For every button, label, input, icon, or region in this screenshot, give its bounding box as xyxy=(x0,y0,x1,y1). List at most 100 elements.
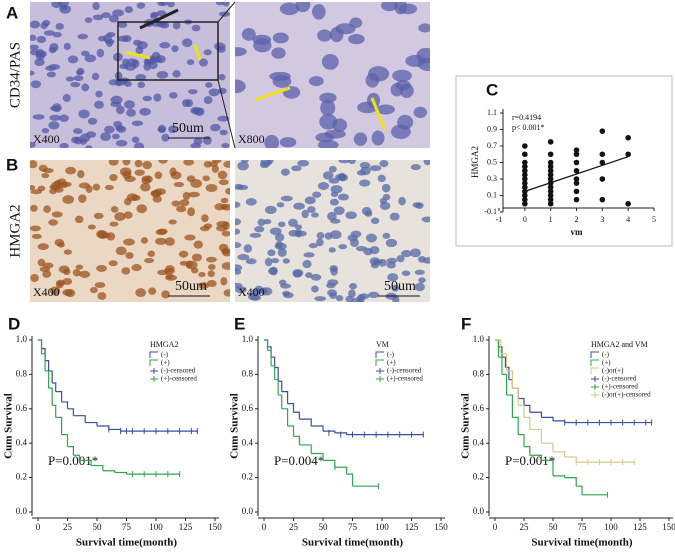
nucleus xyxy=(317,182,330,190)
p-value: P=0.001* xyxy=(505,453,555,468)
x-tick-label: 2 xyxy=(575,215,579,224)
survival-step xyxy=(334,466,348,475)
nucleus xyxy=(191,107,203,115)
legend-label: (-)-censored xyxy=(387,367,422,375)
nucleus xyxy=(423,160,430,166)
nucleus xyxy=(252,34,272,45)
x-tick-label: 25 xyxy=(63,522,73,532)
nucleus xyxy=(109,221,119,227)
nucleus xyxy=(390,124,411,140)
survival-step xyxy=(311,425,324,432)
nucleus xyxy=(358,293,370,300)
survival-step xyxy=(271,356,276,368)
nucleus xyxy=(278,221,286,228)
nucleus xyxy=(104,125,115,134)
nucleus xyxy=(345,211,357,220)
nucleus xyxy=(157,126,166,133)
nucleus xyxy=(217,87,227,95)
survival-step xyxy=(529,411,542,418)
nucleus xyxy=(100,132,111,142)
nucleus xyxy=(131,136,140,143)
nucleus xyxy=(207,270,215,278)
survival-step xyxy=(524,404,531,413)
nucleus xyxy=(39,266,51,272)
nucleus xyxy=(330,218,341,224)
nucleus xyxy=(282,292,294,299)
nucleus xyxy=(168,219,177,225)
nucleus xyxy=(357,101,378,114)
point xyxy=(547,200,554,207)
nucleus xyxy=(30,80,42,89)
nucleus xyxy=(188,89,198,95)
nucleus xyxy=(329,230,342,240)
nucleus xyxy=(349,17,363,29)
nucleus xyxy=(151,189,162,197)
point xyxy=(547,159,554,166)
nucleus xyxy=(62,94,71,102)
survival-step xyxy=(67,408,74,416)
y-tick-label: 1.0 xyxy=(242,334,254,344)
y-axis-title: HMGA2 xyxy=(470,146,480,178)
survival-step xyxy=(529,454,542,461)
nucleus xyxy=(345,295,354,302)
nucleus xyxy=(159,42,171,49)
legend-label: (+) xyxy=(602,359,611,367)
point xyxy=(547,139,554,145)
nucleus xyxy=(269,71,291,81)
nucleus xyxy=(63,42,71,51)
nucleus xyxy=(333,206,345,215)
nucleus xyxy=(141,175,151,182)
nucleus xyxy=(34,58,45,66)
nucleus xyxy=(301,209,309,219)
nucleus xyxy=(274,233,285,242)
survival-step xyxy=(506,370,513,389)
survival-step xyxy=(518,404,525,418)
survival-step xyxy=(553,420,566,423)
survival-step xyxy=(102,470,116,473)
nucleus xyxy=(199,225,210,232)
nucleus xyxy=(294,228,303,238)
nucleus xyxy=(101,12,111,19)
y-tick-label: 1.0 xyxy=(16,334,28,344)
x-tick-label: 150 xyxy=(208,522,222,532)
nucleus xyxy=(191,253,202,262)
nucleus xyxy=(368,291,380,299)
nucleus xyxy=(139,107,151,116)
nucleus xyxy=(237,161,249,171)
nucleus xyxy=(65,166,77,175)
nucleus xyxy=(338,160,351,164)
nucleus xyxy=(94,281,106,289)
nucleus xyxy=(63,249,73,255)
survival-step xyxy=(267,349,272,366)
survival-step xyxy=(287,403,295,413)
survival-step xyxy=(85,421,98,426)
nucleus xyxy=(79,270,91,278)
nucleus xyxy=(337,193,350,201)
x-tick-label: 0 xyxy=(493,522,498,532)
nucleus xyxy=(134,169,145,176)
survival-step xyxy=(45,370,50,389)
nucleus xyxy=(46,71,56,78)
survival-step xyxy=(73,454,80,461)
nucleus xyxy=(48,219,58,226)
survival-step xyxy=(524,416,531,430)
nucleus xyxy=(264,205,277,215)
nucleus xyxy=(272,32,289,44)
nucleus xyxy=(179,260,189,266)
x-tick-label: 0 xyxy=(262,522,267,532)
nucleus xyxy=(418,277,426,284)
nucleus xyxy=(191,267,199,274)
nucleus xyxy=(136,2,146,9)
nucleus xyxy=(275,240,284,249)
nucleus xyxy=(329,265,338,272)
nucleus xyxy=(220,277,228,286)
y-tick-label: 0.6 xyxy=(16,403,28,413)
panel-label: A xyxy=(6,3,18,22)
arrow xyxy=(370,97,387,131)
nucleus xyxy=(70,81,81,88)
nucleus xyxy=(142,160,153,170)
nucleus xyxy=(59,114,69,122)
point xyxy=(547,188,554,195)
survival-step xyxy=(278,394,283,409)
